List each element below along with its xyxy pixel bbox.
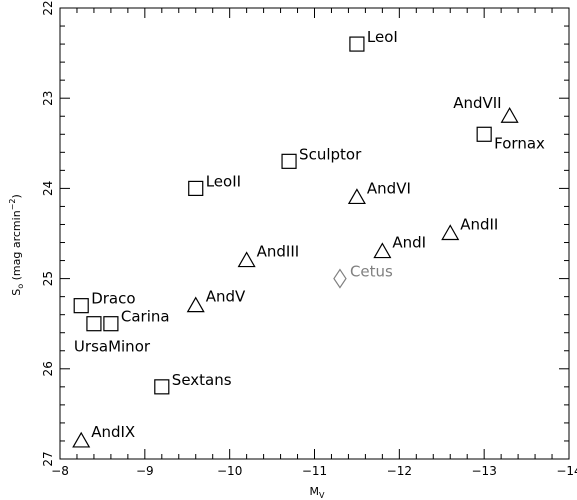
plot-frame: [59, 7, 570, 460]
data-label: LeoII: [206, 172, 241, 190]
y-tick-label: 22: [41, 0, 55, 15]
data-label: AndIX: [91, 423, 135, 441]
x-tick-label: −11: [302, 464, 327, 478]
square-marker: [86, 316, 102, 332]
triangle-marker: [347, 188, 366, 205]
y-tick-label: 24: [41, 181, 55, 196]
triangle-marker: [500, 107, 519, 123]
data-label: Carina: [121, 308, 170, 326]
data-label: AndI: [392, 234, 426, 252]
square-marker: [103, 316, 119, 332]
y-axis-title: So (mag arcmin−2): [8, 194, 25, 296]
square-marker: [73, 298, 89, 314]
x-tick-label: −14: [556, 464, 577, 478]
data-label: AndII: [460, 216, 498, 234]
data-label: LeoI: [367, 28, 398, 46]
square-marker: [349, 36, 365, 52]
data-label: Sextans: [172, 371, 232, 389]
x-tick-label: −8: [51, 464, 69, 478]
x-axis-title: MV: [310, 485, 326, 500]
triangle-marker: [237, 251, 256, 268]
x-tick-label: −9: [136, 464, 154, 478]
data-label: AndVII: [453, 94, 501, 112]
square-marker: [188, 180, 204, 196]
y-tick-label: 25: [41, 271, 55, 286]
data-label: AndV: [206, 288, 246, 306]
y-axis: 22 23 24 25 26 27: [41, 0, 569, 467]
x-axis: −8 −9 −10 −11 −12 −13 −14: [51, 8, 577, 478]
data-label: Sculptor: [299, 145, 362, 163]
data-label: AndVI: [367, 179, 411, 197]
triangle-marker: [373, 242, 392, 259]
y-tick-label: 26: [41, 361, 55, 376]
square-marker: [154, 379, 170, 395]
y-tick-label: 27: [41, 451, 55, 466]
data-label: Fornax: [494, 134, 545, 152]
plot-border: [59, 7, 570, 460]
data-markers: [72, 36, 519, 448]
data-label: AndIII: [257, 243, 300, 261]
triangle-marker: [186, 296, 205, 313]
y-tick-label: 23: [41, 91, 55, 106]
data-labels: LeoI AndVII Fornax Sculptor LeoII AndVI AndII A…: [74, 28, 545, 441]
square-marker: [281, 153, 297, 169]
data-label: Draco: [91, 290, 135, 308]
triangle-marker: [72, 431, 91, 448]
diamond-marker: [333, 268, 347, 289]
x-tick-label: −10: [217, 464, 242, 478]
square-marker: [476, 126, 492, 142]
data-label: Cetus: [350, 263, 393, 281]
data-label: UrsaMinor: [74, 338, 151, 356]
triangle-marker: [441, 224, 460, 241]
x-tick-label: −13: [472, 464, 497, 478]
x-tick-label: −12: [387, 464, 412, 478]
